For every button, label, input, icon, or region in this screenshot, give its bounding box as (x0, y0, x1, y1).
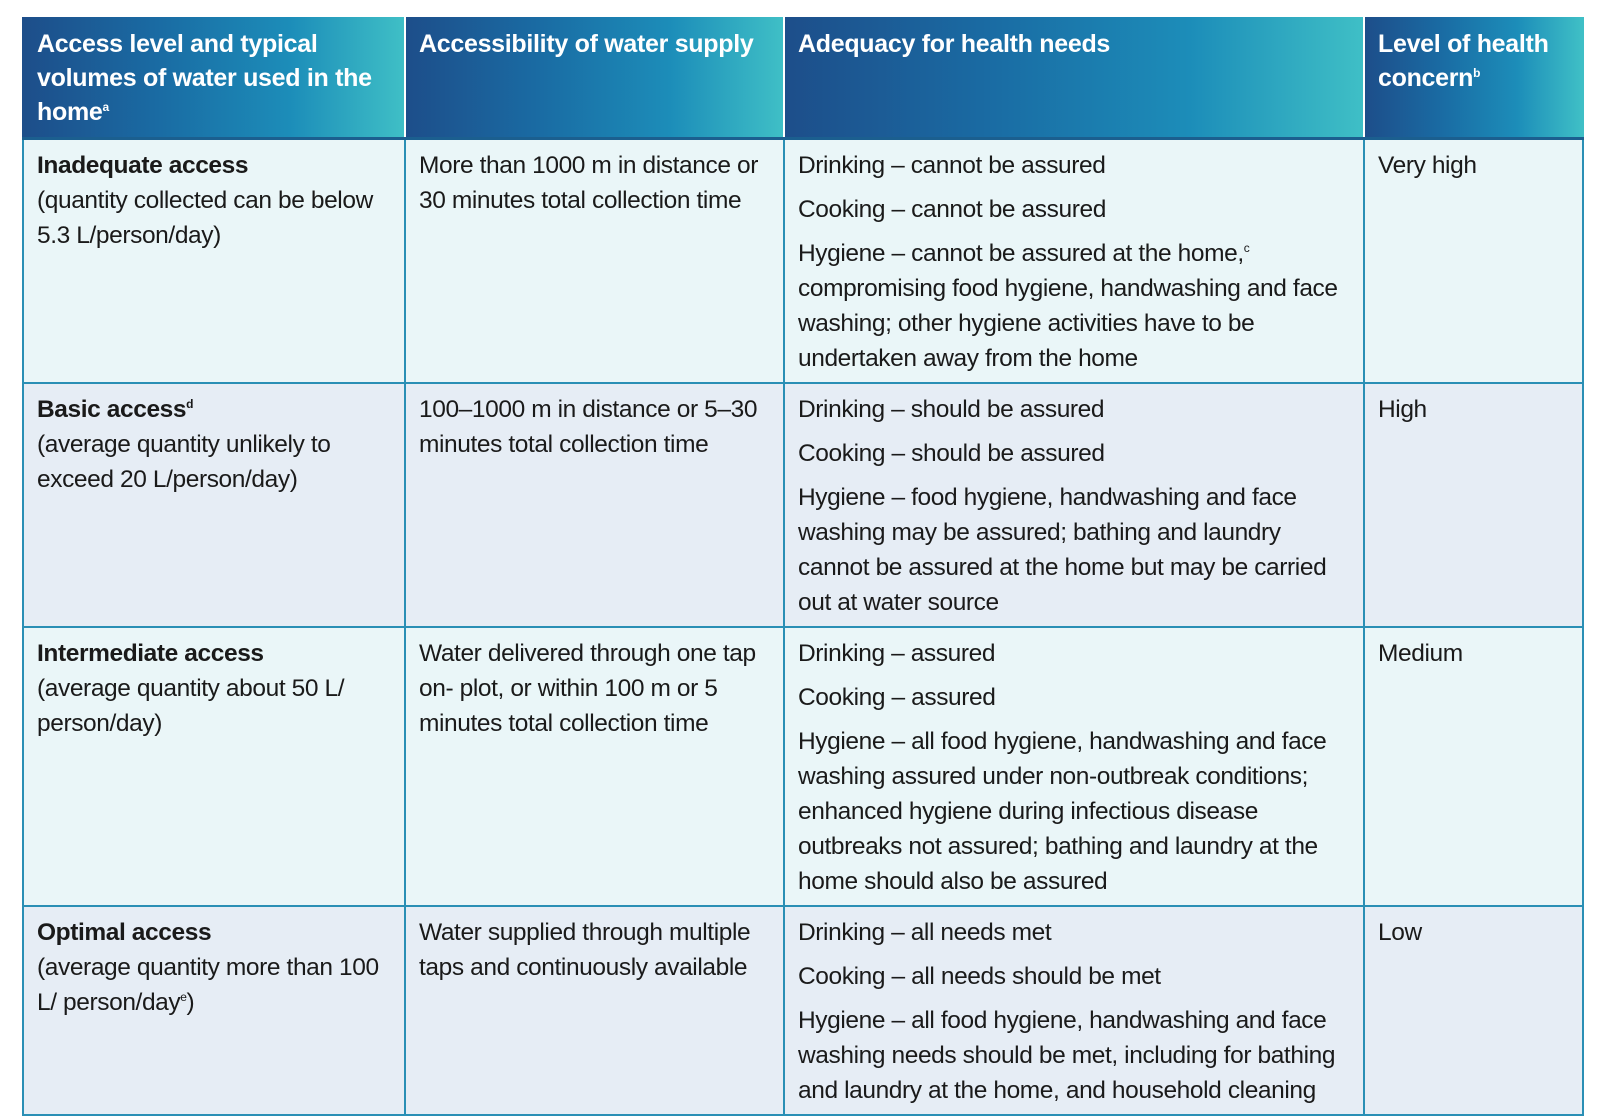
header-adequacy: Adequacy for health needs (783, 17, 1364, 140)
level-detail: (quantity collected can be below 5.3 L/p… (37, 187, 373, 249)
adequacy-hygiene: Hygiene – all food hygiene, handwashing … (798, 1007, 1336, 1104)
level-name: Inadequate access (37, 152, 249, 179)
adequacy-drinking: Drinking – all needs met (798, 919, 1052, 946)
cell-access-level: Basic accessd (average quantity unlikely… (22, 382, 406, 628)
header-accessibility: Accessibility of water supply (404, 17, 784, 140)
adequacy-cooking: Cooking – should be assured (798, 440, 1105, 467)
cell-accessibility: Water supplied through multiple taps and… (404, 905, 785, 1116)
adequacy-cooking: Cooking – cannot be assured (798, 196, 1106, 223)
adequacy-cooking: Cooking – assured (798, 684, 996, 711)
level-name: Optimal access (37, 919, 212, 946)
adequacy-drinking: Drinking – should be assured (798, 396, 1105, 423)
cell-adequacy: Drinking – assured Cooking – assured Hyg… (783, 626, 1365, 907)
table-row: Optimal access (average quantity more th… (22, 905, 1584, 1116)
adequacy-drinking: Drinking – assured (798, 640, 996, 667)
cell-health-concern: Medium (1363, 626, 1584, 907)
level-name: Basic access (37, 396, 187, 423)
cell-access-level: Intermediate access (average quantity ab… (22, 626, 406, 907)
header-health-concern: Level of health concernb (1363, 17, 1584, 140)
adequacy-hygiene: Hygiene – cannot be assured at the home,… (798, 240, 1338, 372)
table-body: Inadequate access (quantity collected ca… (22, 137, 1584, 1116)
adequacy-cooking: Cooking – all needs should be met (798, 963, 1161, 990)
level-detail: (average quantity more than 100 L/ perso… (37, 954, 379, 1016)
level-detail: (average quantity about 50 L/ person/day… (37, 675, 345, 737)
cell-access-level: Inadequate access (quantity collected ca… (22, 137, 406, 384)
cell-accessibility: Water delivered through one tap on- plot… (404, 626, 785, 907)
adequacy-hygiene: Hygiene – all food hygiene, handwashing … (798, 728, 1327, 895)
cell-adequacy: Drinking – cannot be assured Cooking – c… (783, 137, 1365, 384)
cell-accessibility: 100–1000 m in distance or 5–30 minutes t… (404, 382, 785, 628)
cell-adequacy: Drinking – should be assured Cooking – s… (783, 382, 1365, 628)
water-access-table-container: Access level and typical volumes of wate… (22, 17, 1584, 1116)
table-row: Intermediate access (average quantity ab… (22, 626, 1584, 907)
cell-health-concern: Very high (1363, 137, 1584, 384)
header-access-level: Access level and typical volumes of wate… (22, 17, 405, 140)
cell-health-concern: High (1363, 382, 1584, 628)
level-name: Intermediate access (37, 640, 264, 667)
cell-accessibility: More than 1000 m in distance or 30 minut… (404, 137, 785, 384)
table-header: Access level and typical volumes of wate… (22, 17, 1584, 140)
adequacy-drinking: Drinking – cannot be assured (798, 152, 1106, 179)
cell-adequacy: Drinking – all needs met Cooking – all n… (783, 905, 1365, 1116)
cell-health-concern: Low (1363, 905, 1584, 1116)
adequacy-hygiene: Hygiene – food hygiene, handwashing and … (798, 484, 1327, 616)
table-row: Inadequate access (quantity collected ca… (22, 137, 1584, 384)
water-access-table: Access level and typical volumes of wate… (22, 17, 1584, 1116)
level-detail: (average quantity unlikely to exceed 20 … (37, 431, 331, 493)
header-row: Access level and typical volumes of wate… (22, 17, 1584, 140)
table-row: Basic accessd (average quantity unlikely… (22, 382, 1584, 628)
cell-access-level: Optimal access (average quantity more th… (22, 905, 406, 1116)
